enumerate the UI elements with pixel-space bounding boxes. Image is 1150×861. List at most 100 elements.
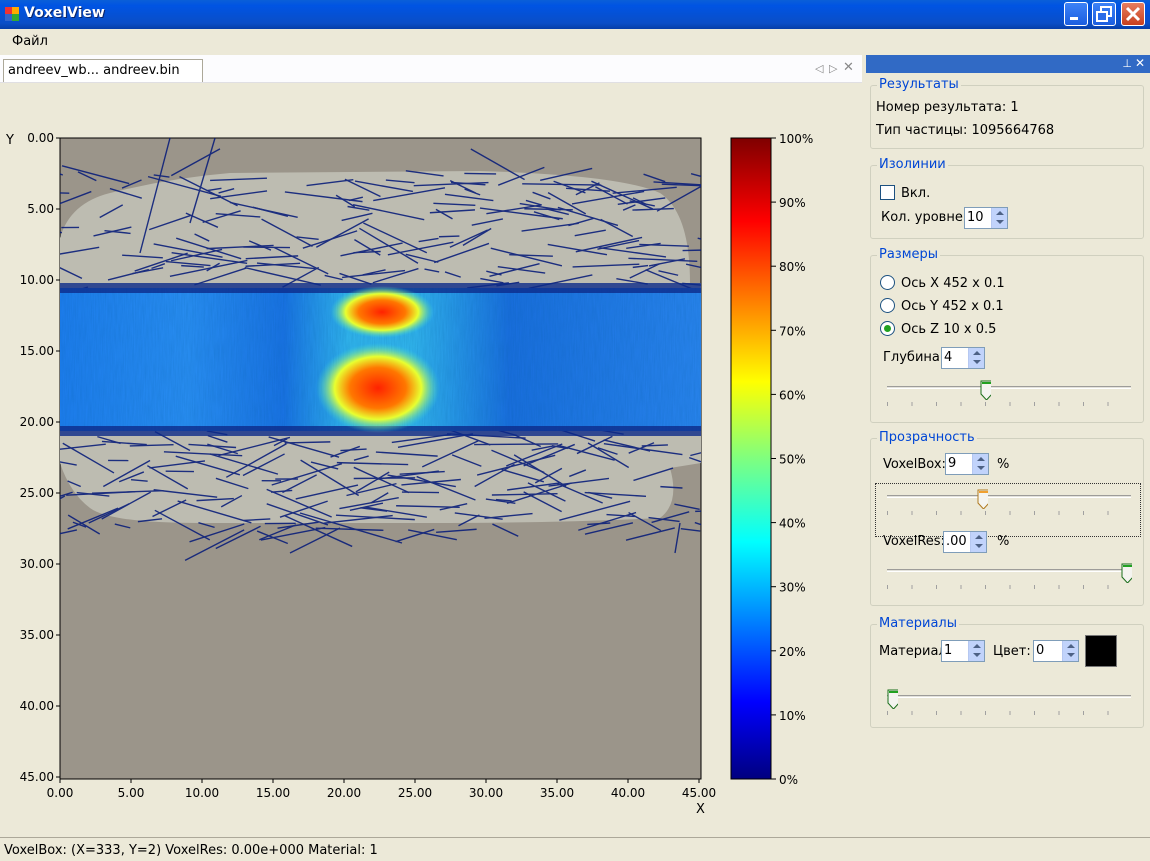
particle-track <box>67 507 119 530</box>
particle-track <box>206 187 222 192</box>
particle-track <box>118 471 145 483</box>
particle-track <box>556 482 603 504</box>
stepper-arrows-icon[interactable] <box>968 641 984 661</box>
tab-close-icon[interactable]: ✕ <box>843 60 854 75</box>
color-swatch[interactable] <box>1085 635 1117 667</box>
isolines-group: Изолинии Вкл. Кол. уровней 10 <box>870 157 1144 239</box>
close-button[interactable] <box>1121 2 1145 26</box>
slider-thumb-icon[interactable] <box>977 489 988 509</box>
axis-z-radio[interactable] <box>880 321 895 336</box>
particle-track <box>603 439 651 452</box>
colorbar-tick-label: 50% <box>779 453 806 467</box>
particle-track <box>571 190 645 205</box>
particle-track <box>519 202 561 211</box>
particle-track <box>387 474 456 488</box>
particle-track <box>342 269 406 279</box>
stepper-arrows-icon[interactable] <box>1062 641 1078 661</box>
particle-track <box>229 201 298 219</box>
particle-track <box>599 247 667 258</box>
particle-track <box>67 514 101 535</box>
particle-track <box>104 229 131 235</box>
axis-y-label: Ось Y 452 x 0.1 <box>901 299 1004 314</box>
voxelbox-label: VoxelBox: <box>883 457 946 472</box>
particle-track <box>375 451 438 457</box>
material-slider[interactable] <box>887 689 1131 719</box>
particle-track <box>363 222 428 254</box>
tab-document[interactable]: andreev_wb... andreev.bin <box>3 59 203 82</box>
voxelres-stepper[interactable]: .00 <box>943 531 987 553</box>
particle-track <box>60 173 64 176</box>
depth-stepper[interactable]: 4 <box>941 347 985 369</box>
particle-track <box>557 206 619 227</box>
particle-track <box>210 177 267 182</box>
particle-track <box>628 511 662 532</box>
plot-area: Y X 0.00 5.00 10.00 15.00 20.00 25.00 30.00 35.… <box>0 83 862 837</box>
isolines-checkbox[interactable] <box>880 185 895 200</box>
particle-track <box>295 484 359 500</box>
particle-track <box>60 267 83 280</box>
particle-track <box>266 503 329 526</box>
slider-thumb-icon[interactable] <box>1121 563 1132 583</box>
stepper-arrows-icon[interactable] <box>970 532 986 552</box>
particle-track <box>360 507 388 512</box>
particle-track <box>99 204 124 219</box>
colorbar-ticks: 100% 90% 80% 70% 60% 50% 40% 30% 20% 10% 0% <box>771 132 813 787</box>
slider-thumb-icon[interactable] <box>980 380 991 400</box>
particle-track <box>674 522 681 554</box>
colorbar-tick-label: 20% <box>779 645 806 659</box>
stepper-arrows-icon[interactable] <box>968 348 984 368</box>
particle-track <box>270 489 293 493</box>
voxelbox-slider[interactable] <box>887 489 1131 519</box>
depth-slider[interactable] <box>887 380 1131 410</box>
menu-file[interactable]: Файл <box>12 34 48 49</box>
minimize-button[interactable] <box>1064 2 1088 26</box>
levels-stepper[interactable]: 10 <box>964 207 1008 229</box>
particle-track <box>215 212 261 218</box>
voxelbox-stepper[interactable]: 9 <box>945 453 989 475</box>
particle-track <box>476 454 556 476</box>
tab-scroll-left-icon[interactable]: ◁ <box>815 62 824 75</box>
particle-track <box>181 264 204 268</box>
voxelres-slider[interactable] <box>887 563 1132 593</box>
stepper-arrows-icon[interactable] <box>991 208 1007 228</box>
y-tick-label: 30.00 <box>20 557 54 571</box>
particle-track <box>130 479 148 482</box>
particle-track <box>340 448 367 452</box>
particle-track <box>60 190 92 205</box>
particle-track <box>690 452 701 457</box>
particle-track <box>284 441 331 444</box>
slider-thumb-icon[interactable] <box>887 689 898 709</box>
particle-track <box>509 254 553 257</box>
particle-track <box>444 271 461 278</box>
axis-y-radio[interactable] <box>880 298 895 313</box>
particle-track <box>489 262 540 277</box>
transparency-title: Прозрачность <box>877 430 977 445</box>
particle-track <box>299 512 403 544</box>
y-tick-label: 25.00 <box>20 486 54 500</box>
particle-track <box>408 529 457 541</box>
particle-track <box>682 249 701 252</box>
axis-x-radio[interactable] <box>880 275 895 290</box>
particle-track <box>206 262 220 272</box>
particle-track <box>584 491 647 497</box>
particle-track <box>171 252 248 265</box>
particle-track <box>91 489 164 494</box>
material-stepper[interactable]: 1 <box>941 640 985 662</box>
particle-track <box>572 263 640 268</box>
voxel-plot[interactable]: Y X 0.00 5.00 10.00 15.00 20.00 25.00 30.00 35.… <box>0 83 862 837</box>
x-axis-label: X <box>696 802 705 817</box>
particle-track <box>170 148 221 177</box>
pin-icon[interactable]: ⊥ <box>1122 57 1132 70</box>
particle-track <box>202 210 241 224</box>
hotspot-lower <box>316 343 440 433</box>
particle-track <box>273 438 288 447</box>
color-value: 0 <box>1036 643 1045 658</box>
restore-button[interactable] <box>1092 2 1116 26</box>
stepper-arrows-icon[interactable] <box>972 454 988 474</box>
particle-track <box>137 518 163 523</box>
particle-track <box>324 274 343 281</box>
particle-track <box>184 529 245 561</box>
color-stepper[interactable]: 0 <box>1033 640 1079 662</box>
tab-scroll-right-icon[interactable]: ▷ <box>829 62 838 75</box>
panel-close-icon[interactable]: ✕ <box>1134 56 1145 70</box>
